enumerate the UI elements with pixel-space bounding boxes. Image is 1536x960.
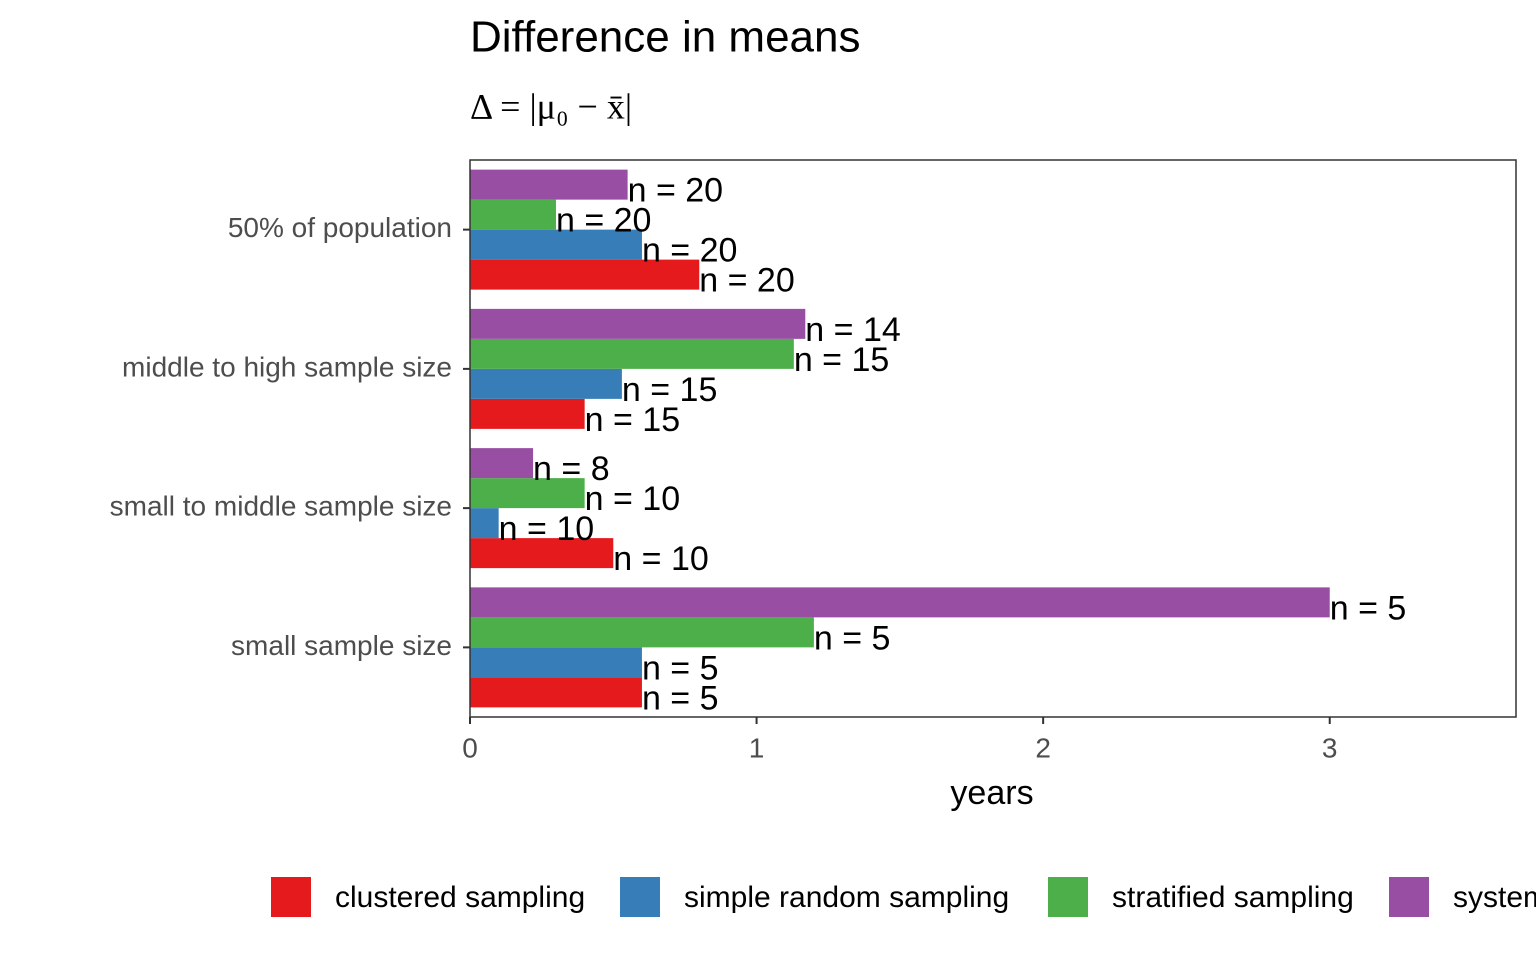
data-label: n = 5	[642, 649, 719, 687]
bar	[470, 169, 628, 200]
legend-label: clustered sampling	[335, 881, 585, 914]
data-label: n = 20	[556, 202, 651, 240]
data-label: n = 14	[805, 311, 900, 349]
bar	[470, 647, 642, 678]
x-axis-title: years	[950, 774, 1033, 812]
data-label: n = 15	[622, 371, 717, 409]
bar	[470, 338, 794, 369]
data-label: n = 5	[1330, 589, 1407, 627]
y-tick-label: small sample size	[231, 630, 452, 661]
data-label: n = 5	[642, 679, 719, 717]
bar	[470, 368, 622, 399]
plot-border	[469, 159, 1517, 718]
data-label: n = 8	[533, 450, 610, 488]
bar	[470, 398, 585, 429]
x-tick-label: 3	[1322, 732, 1338, 763]
bar	[470, 677, 642, 708]
legend-label: simple random sampling	[684, 881, 1009, 914]
bar	[470, 448, 534, 479]
data-label: n = 10	[613, 540, 708, 578]
data-label: n = 20	[699, 262, 794, 300]
legend-key	[1048, 877, 1088, 917]
legend-key	[620, 877, 660, 917]
data-label: n = 15	[585, 401, 680, 439]
data-label: n = 5	[814, 619, 891, 657]
y-tick-label: 50% of population	[228, 212, 452, 243]
bar	[470, 478, 585, 509]
x-tick-label: 2	[1035, 732, 1051, 763]
data-label: n = 20	[642, 232, 737, 270]
bar	[470, 229, 642, 260]
legend-key	[271, 877, 311, 917]
legend-label: stratified sampling	[1112, 881, 1354, 914]
bar	[470, 508, 499, 539]
data-label: n = 10	[499, 510, 594, 548]
bar	[470, 199, 556, 230]
bar	[470, 308, 806, 339]
y-tick-label: small to middle sample size	[110, 491, 452, 522]
legend-key	[1389, 877, 1429, 917]
legend-label: systematic sampling	[1453, 881, 1536, 914]
bar	[470, 259, 700, 290]
data-label: n = 15	[794, 341, 889, 379]
x-tick-label: 0	[462, 732, 478, 763]
y-tick-label: middle to high sample size	[122, 351, 452, 382]
bar	[470, 538, 614, 569]
data-label: n = 10	[585, 480, 680, 518]
bar	[470, 587, 1330, 618]
x-tick-label: 1	[749, 732, 765, 763]
chart-subtitle: Δ = |μ₀ − x̄|	[470, 86, 632, 126]
chart-title: Difference in means	[470, 13, 861, 62]
data-label: n = 20	[628, 172, 723, 210]
bar	[470, 617, 814, 648]
